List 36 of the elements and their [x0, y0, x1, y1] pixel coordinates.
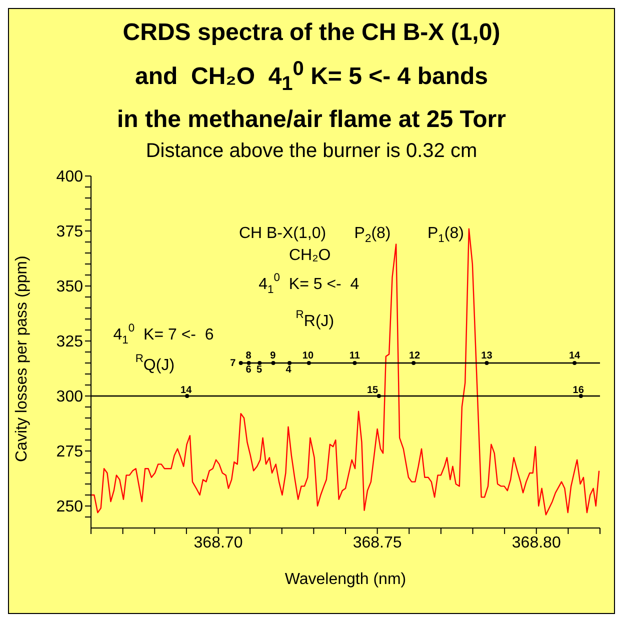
y-tick-label: 300	[56, 388, 84, 406]
annotation: 15	[366, 384, 379, 396]
annotation: $^{R}$R(J)	[296, 308, 334, 330]
chart-title: CRDS spectra of the CH B-X (1,0) and CH₂O 4$_{1}$$^{0}$ K= 5 <- 4 bands in the methane/air flame at 25 Torr	[116, 18, 507, 135]
annotation: 8	[246, 350, 252, 361]
annotation: 12	[408, 350, 421, 361]
annotation: 11	[349, 350, 360, 361]
y-tick-label: 400	[56, 168, 84, 186]
annotation: $^{R}$Q(J)	[135, 352, 175, 374]
x-tick-label: 368.70	[194, 534, 243, 552]
y-tick-label: 250	[56, 498, 84, 516]
y-tick-label: 350	[56, 278, 84, 296]
y-tick-label: 375	[56, 223, 84, 240]
y-tick-label: 275	[56, 443, 84, 460]
annotation: 10	[302, 350, 314, 361]
annotation: 5	[256, 364, 263, 375]
annotation: CH B-X(1,0)	[238, 224, 326, 242]
x-axis-title: Wavelength (nm)	[284, 570, 406, 588]
annotation: 4	[286, 364, 292, 375]
annotation: 9	[270, 350, 276, 361]
x-tick-label: 368.75	[352, 534, 402, 552]
annotation: 14	[180, 384, 192, 396]
x-tick-label: 368.80	[512, 534, 561, 552]
annotation: P$_{2}$(8)	[354, 224, 391, 245]
y-axis-title: Cavity losses per pass (ppm)	[14, 256, 31, 462]
annotation: 14	[568, 350, 581, 361]
annotation: 16	[572, 384, 584, 396]
annotation: P$_{1}$(8)	[427, 224, 464, 245]
annotation: 7	[230, 357, 236, 368]
y-tick-label: 325	[56, 333, 84, 350]
annotation: 13	[481, 350, 493, 361]
annotation: 6	[246, 364, 252, 375]
annotation: CH₂O	[288, 246, 331, 264]
annotation: 4$_{1}$$^{0}$ K= 5 <- 4	[258, 272, 360, 296]
annotation: 4$_{1}$$^{0}$ K= 7 <- 6	[113, 322, 214, 346]
chart-subtitle: Distance above the burner is 0.32 cm	[144, 138, 478, 164]
